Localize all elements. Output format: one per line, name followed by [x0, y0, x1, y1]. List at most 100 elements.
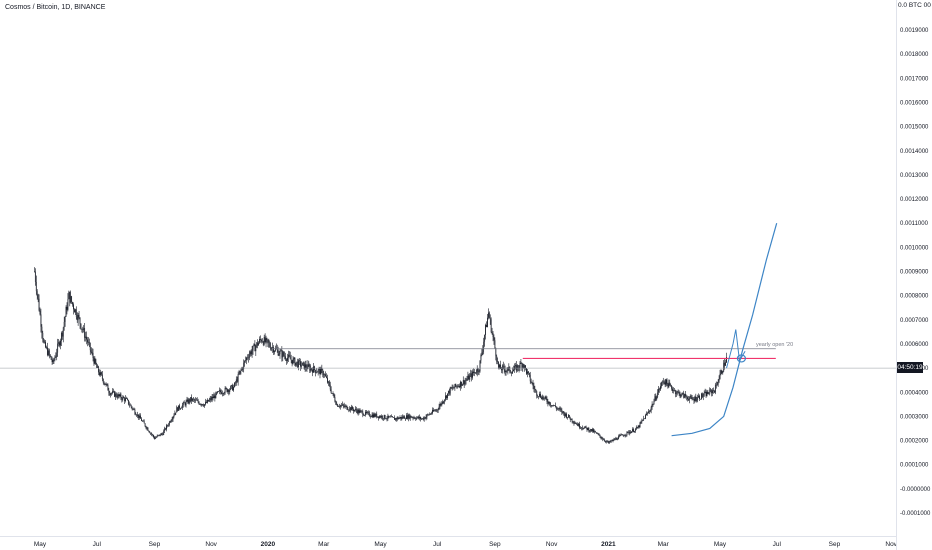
candle-body: [86, 336, 87, 340]
candle-body: [474, 372, 475, 374]
candle-body: [154, 436, 155, 439]
candle-body: [637, 425, 639, 429]
candle-body: [232, 385, 233, 391]
candle-body: [681, 393, 683, 396]
candle-body: [672, 388, 673, 391]
candle-body: [527, 371, 529, 373]
candle-body: [48, 350, 50, 355]
candle-body: [601, 438, 603, 439]
candle-body: [93, 358, 95, 364]
candle-body: [449, 387, 451, 394]
candle-body: [675, 393, 677, 395]
candle-body: [147, 427, 149, 431]
candle-body: [240, 370, 242, 371]
y-tick-label: 0.0001000: [900, 463, 929, 469]
candle-body: [98, 366, 100, 373]
candle-body: [247, 357, 249, 359]
candle-body: [640, 422, 642, 423]
candle-body: [602, 438, 604, 440]
candle-body: [412, 417, 414, 419]
candle-body: [562, 411, 564, 413]
candle-body: [474, 372, 476, 374]
candle-body: [586, 427, 588, 431]
candle-body: [36, 291, 38, 295]
candle-body: [371, 414, 373, 417]
candle-body: [307, 364, 309, 369]
candle-body: [107, 384, 109, 391]
candle-body: [370, 416, 372, 418]
candle-body: [177, 407, 179, 411]
candle-body: [421, 418, 423, 419]
candle-body: [265, 338, 267, 343]
y-tick-label: 0.0008000: [900, 294, 929, 300]
candle-body: [55, 355, 57, 358]
candle-body: [60, 332, 62, 341]
candle-body: [708, 393, 710, 395]
candle-body: [714, 384, 716, 393]
candle-body: [269, 343, 271, 347]
candle-body: [409, 415, 411, 419]
candle-body: [711, 390, 713, 394]
candle-body: [572, 421, 574, 423]
candle-body: [583, 427, 585, 429]
candle-body: [305, 364, 307, 368]
target-circle[interactable]: [736, 354, 746, 363]
candle-body: [148, 430, 150, 432]
candle-body: [258, 342, 260, 346]
y-tick-label: 0.0010000: [900, 245, 929, 251]
candle-body: [647, 411, 649, 414]
candle-body: [447, 390, 449, 394]
candle-body: [440, 404, 442, 405]
candle-body: [467, 375, 469, 380]
candle-body: [566, 413, 567, 418]
candle-body: [287, 357, 288, 361]
candle-body: [61, 332, 63, 337]
currency-label[interactable]: 0.0 BTC 00: [898, 2, 931, 9]
candle-body: [665, 379, 667, 385]
candle-body: [43, 339, 45, 343]
candle-body: [377, 416, 379, 418]
candle-body: [564, 413, 566, 416]
candle-body: [285, 356, 286, 360]
candle-body: [272, 347, 273, 348]
x-tick-label: Nov: [205, 541, 217, 548]
candle-body: [346, 405, 348, 410]
candle-body: [165, 428, 166, 430]
candle-body: [647, 413, 648, 414]
candle-body: [582, 428, 584, 429]
candle-body: [179, 405, 180, 409]
candle-body: [162, 433, 164, 435]
candle-body: [608, 441, 610, 443]
candle-body: [41, 326, 43, 334]
candle-body: [626, 431, 628, 435]
candle-body: [407, 415, 408, 419]
candle-body: [253, 344, 255, 346]
candle-body: [577, 424, 579, 426]
candle-body: [434, 410, 435, 412]
candle-body: [116, 396, 118, 398]
candle-body: [110, 393, 112, 395]
candle-body: [522, 364, 524, 368]
candle-body: [259, 339, 260, 343]
candle-body: [620, 434, 622, 436]
candle-body: [475, 372, 477, 374]
y-tick-label: 0.0009000: [900, 270, 929, 276]
candle-body: [299, 360, 300, 362]
y-tick-label: 0.0006000: [900, 342, 929, 348]
candle-body: [652, 404, 654, 405]
candle-body: [466, 379, 468, 381]
candle-body: [70, 296, 72, 303]
projection-curve[interactable]: [671, 223, 778, 437]
candle-body: [514, 365, 516, 367]
candle-body: [438, 406, 440, 410]
candle-body: [166, 425, 167, 430]
candle-body: [136, 415, 138, 416]
y-tick-label: 0.0003000: [900, 414, 929, 420]
candle-body: [593, 429, 594, 433]
candle-body: [660, 382, 662, 387]
candle-body: [302, 362, 304, 364]
candle-body: [158, 434, 160, 436]
y-tick-label: 0.0015000: [900, 125, 929, 131]
candle-body: [314, 369, 316, 373]
